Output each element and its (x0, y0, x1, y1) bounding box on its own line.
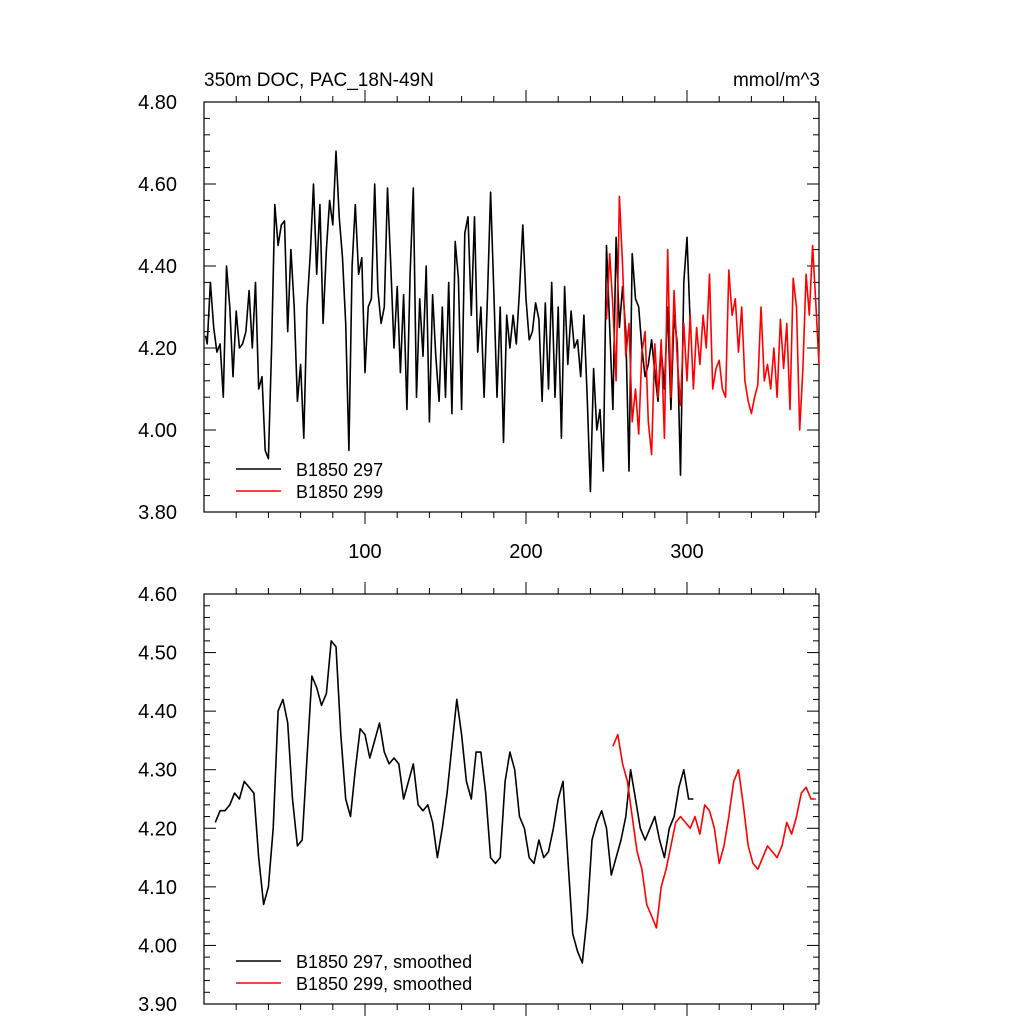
top-panel-plot-frame (203, 101, 820, 513)
y-tick-label: 4.20 (138, 338, 177, 360)
legend-label-299-smoothed: B1850 299, smoothed (296, 974, 472, 994)
top-panel-y-tick-labels: 3.80 4.00 4.20 4.40 4.60 4.80 (138, 92, 177, 524)
bottom-panel: 3.90 4.00 4.10 4.20 4.30 4.40 4.50 4.60 B1850 2… (138, 582, 820, 1016)
y-tick-label: 4.00 (138, 420, 177, 442)
top-panel-x-tick-labels: 100 200 300 (348, 541, 703, 563)
x-tick-label: 200 (509, 541, 542, 563)
top-panel: 350m DOC, PAC_18N-49N mmol/m^3 3.80 4.00 4… (138, 70, 820, 563)
bottom-panel-ticks (204, 582, 819, 1016)
y-tick-label: 4.40 (138, 256, 177, 278)
y-tick-label: 4.60 (138, 174, 177, 196)
bottom-panel-series (214, 640, 816, 964)
bottom-panel-legend: B1850 297, smoothed B1850 299, smoothed (236, 952, 472, 994)
bottom-panel-plot-frame (203, 593, 820, 1005)
y-tick-label: 4.40 (138, 701, 177, 723)
series-line-299 (612, 733, 816, 929)
top-panel-title: 350m DOC, PAC_18N-49N (204, 70, 434, 91)
y-tick-label: 4.80 (138, 92, 177, 114)
legend-label-299: B1850 299 (296, 482, 383, 502)
y-tick-label: 4.00 (138, 935, 177, 957)
x-tick-label: 300 (670, 541, 703, 563)
top-panel-units: mmol/m^3 (733, 70, 820, 91)
y-tick-label: 4.10 (138, 877, 177, 899)
series-line-297 (204, 150, 691, 493)
y-tick-label: 3.90 (138, 994, 177, 1016)
top-panel-legend: B1850 297 B1850 299 (236, 460, 383, 502)
y-tick-label: 3.80 (138, 502, 177, 524)
bottom-panel-y-tick-labels: 3.90 4.00 4.10 4.20 4.30 4.40 4.50 4.60 (138, 584, 177, 1016)
series-line-299 (605, 195, 820, 456)
top-panel-ticks (204, 90, 819, 524)
y-tick-label: 4.50 (138, 643, 177, 665)
legend-label-297-smoothed: B1850 297, smoothed (296, 952, 472, 972)
x-tick-label: 100 (348, 541, 381, 563)
legend-label-297: B1850 297 (296, 460, 383, 480)
y-tick-label: 4.20 (138, 818, 177, 840)
top-panel-series (204, 150, 820, 493)
y-tick-label: 4.60 (138, 584, 177, 606)
series-line-297 (214, 640, 694, 964)
y-tick-label: 4.30 (138, 760, 177, 782)
